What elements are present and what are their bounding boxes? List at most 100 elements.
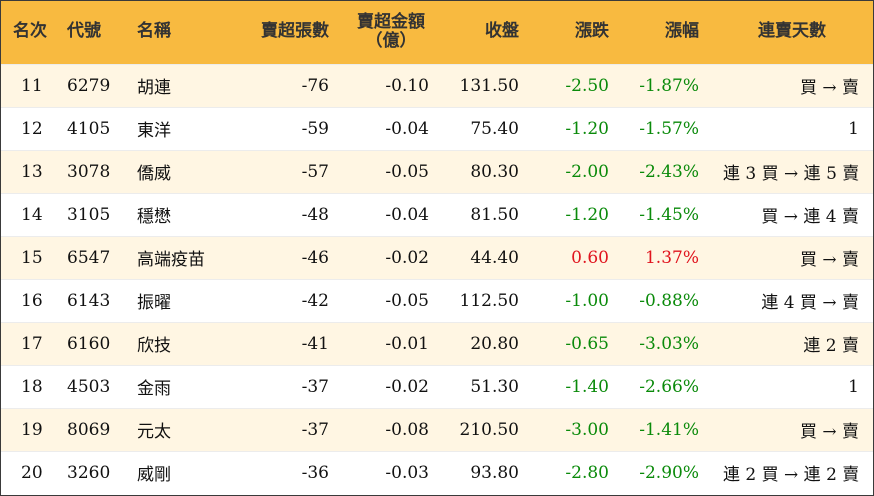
close-cell: 131.50 bbox=[441, 63, 531, 107]
header-change-pct: 漲幅 bbox=[665, 21, 699, 42]
streak-cell: 買 → 賣 bbox=[711, 235, 873, 279]
table-row: 18 4503 金雨 -37 -0.02 51.30 -1.40 -2.66% … bbox=[1, 364, 873, 408]
lots-cell: -37 bbox=[239, 407, 341, 451]
code-cell: 3260 bbox=[59, 450, 129, 494]
rank-cell: 16 bbox=[1, 278, 59, 322]
close-cell: 20.80 bbox=[441, 321, 531, 365]
amount-cell: -0.04 bbox=[341, 192, 441, 236]
table-row: 15 6547 高端疫苗 -46 -0.02 44.40 0.60 1.37% … bbox=[1, 235, 873, 279]
change-pct-cell: -0.88% bbox=[621, 278, 711, 322]
streak-cell: 買 → 賣 bbox=[711, 63, 873, 107]
streak-cell: 買 → 賣 bbox=[711, 407, 873, 451]
streak-cell: 連 2 買 → 連 2 賣 bbox=[711, 450, 873, 494]
code-cell: 8069 bbox=[59, 407, 129, 451]
change-pct-cell: -2.90% bbox=[621, 450, 711, 494]
table-row: 13 3078 僑威 -57 -0.05 80.30 -2.00 -2.43% … bbox=[1, 149, 873, 193]
rank-cell: 20 bbox=[1, 450, 59, 494]
change-cell: -1.20 bbox=[531, 192, 621, 236]
rank-cell: 17 bbox=[1, 321, 59, 365]
header-net-sell-amount-unit: （億） bbox=[365, 31, 417, 52]
change-pct-cell: -1.87% bbox=[621, 63, 711, 107]
rank-cell: 13 bbox=[1, 149, 59, 193]
header-code: 代號 bbox=[67, 21, 101, 42]
rank-cell: 15 bbox=[1, 235, 59, 279]
change-cell: -2.00 bbox=[531, 149, 621, 193]
header-net-sell-amount: 賣超金額 （億） bbox=[341, 1, 441, 64]
code-cell: 6547 bbox=[59, 235, 129, 279]
amount-cell: -0.01 bbox=[341, 321, 441, 365]
name-cell: 威剛 bbox=[129, 450, 239, 494]
streak-cell: 買 → 連 4 賣 bbox=[711, 192, 873, 236]
code-cell: 4503 bbox=[59, 364, 129, 408]
name-cell: 東洋 bbox=[129, 106, 239, 150]
lots-cell: -41 bbox=[239, 321, 341, 365]
close-cell: 44.40 bbox=[441, 235, 531, 279]
code-cell: 4105 bbox=[59, 106, 129, 150]
close-cell: 51.30 bbox=[441, 364, 531, 408]
header-change: 漲跌 bbox=[575, 21, 609, 42]
close-cell: 80.30 bbox=[441, 149, 531, 193]
header-name: 名稱 bbox=[137, 21, 171, 42]
change-pct-cell: -2.66% bbox=[621, 364, 711, 408]
table-row: 12 4105 東洋 -59 -0.04 75.40 -1.20 -1.57% … bbox=[1, 106, 873, 150]
name-cell: 高端疫苗 bbox=[129, 235, 239, 279]
name-cell: 僑威 bbox=[129, 149, 239, 193]
amount-cell: -0.04 bbox=[341, 106, 441, 150]
streak-cell: 1 bbox=[711, 364, 873, 408]
amount-cell: -0.02 bbox=[341, 235, 441, 279]
close-cell: 210.50 bbox=[441, 407, 531, 451]
header-net-sell-amount-label: 賣超金額 bbox=[357, 11, 425, 32]
rank-cell: 18 bbox=[1, 364, 59, 408]
rank-cell: 11 bbox=[1, 63, 59, 107]
lots-cell: -36 bbox=[239, 450, 341, 494]
header-row: 名次 代號 名稱 賣超張數 賣超金額 （億） 收盤 漲跌 漲幅 連賣天數 bbox=[1, 1, 873, 64]
rank-cell: 12 bbox=[1, 106, 59, 150]
lots-cell: -76 bbox=[239, 63, 341, 107]
change-cell: -0.65 bbox=[531, 321, 621, 365]
code-cell: 6279 bbox=[59, 63, 129, 107]
change-cell: -3.00 bbox=[531, 407, 621, 451]
close-cell: 81.50 bbox=[441, 192, 531, 236]
lots-cell: -48 bbox=[239, 192, 341, 236]
table-row: 14 3105 穩懋 -48 -0.04 81.50 -1.20 -1.45% … bbox=[1, 192, 873, 236]
header-close: 收盤 bbox=[485, 21, 519, 42]
change-cell: -1.40 bbox=[531, 364, 621, 408]
amount-cell: -0.02 bbox=[341, 364, 441, 408]
code-cell: 6143 bbox=[59, 278, 129, 322]
change-pct-cell: -1.41% bbox=[621, 407, 711, 451]
change-pct-cell: -1.57% bbox=[621, 106, 711, 150]
table-row: 20 3260 威剛 -36 -0.03 93.80 -2.80 -2.90% … bbox=[1, 450, 873, 494]
close-cell: 112.50 bbox=[441, 278, 531, 322]
amount-cell: -0.08 bbox=[341, 407, 441, 451]
code-cell: 6160 bbox=[59, 321, 129, 365]
change-cell: 0.60 bbox=[531, 235, 621, 279]
change-pct-cell: -2.43% bbox=[621, 149, 711, 193]
streak-cell: 連 2 賣 bbox=[711, 321, 873, 365]
lots-cell: -37 bbox=[239, 364, 341, 408]
name-cell: 胡連 bbox=[129, 63, 239, 107]
change-cell: -1.20 bbox=[531, 106, 621, 150]
lots-cell: -42 bbox=[239, 278, 341, 322]
table-row: 19 8069 元太 -37 -0.08 210.50 -3.00 -1.41%… bbox=[1, 407, 873, 451]
lots-cell: -57 bbox=[239, 149, 341, 193]
amount-cell: -0.05 bbox=[341, 278, 441, 322]
streak-cell: 1 bbox=[711, 106, 873, 150]
change-pct-cell: -1.45% bbox=[621, 192, 711, 236]
code-cell: 3105 bbox=[59, 192, 129, 236]
change-cell: -1.00 bbox=[531, 278, 621, 322]
header-net-sell-lots: 賣超張數 bbox=[261, 21, 329, 42]
streak-cell: 連 4 買 → 賣 bbox=[711, 278, 873, 322]
lots-cell: -59 bbox=[239, 106, 341, 150]
table-row: 11 6279 胡連 -76 -0.10 131.50 -2.50 -1.87%… bbox=[1, 63, 873, 107]
change-pct-cell: 1.37% bbox=[621, 235, 711, 279]
amount-cell: -0.05 bbox=[341, 149, 441, 193]
table-row: 16 6143 振曜 -42 -0.05 112.50 -1.00 -0.88%… bbox=[1, 278, 873, 322]
change-cell: -2.80 bbox=[531, 450, 621, 494]
code-cell: 3078 bbox=[59, 149, 129, 193]
header-streak: 連賣天數 bbox=[758, 21, 826, 42]
close-cell: 93.80 bbox=[441, 450, 531, 494]
name-cell: 金雨 bbox=[129, 364, 239, 408]
change-cell: -2.50 bbox=[531, 63, 621, 107]
